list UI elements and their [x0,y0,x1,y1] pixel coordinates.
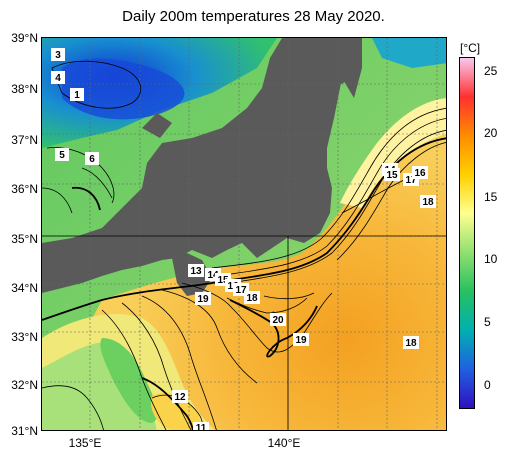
svg-text:13: 13 [190,266,202,277]
lat-label-39: 39°N [11,31,38,45]
lat-label-37: 37°N [11,133,38,147]
thick-contour-20 [229,299,318,358]
contour-label-13: 13 [188,264,204,277]
thick-contour-15 [42,137,446,321]
contour-label-16b: 16 [412,166,428,179]
colorbar-tick-5: 5 [484,315,491,329]
lat-label-32: 32°N [11,378,38,392]
lon-label-140: 140°E [267,436,301,450]
front-band-east [340,98,446,208]
contour-label-3: 3 [51,48,65,61]
colorbar-tick-25: 25 [484,64,498,78]
svg-text:18: 18 [422,197,434,208]
contour-label-20: 20 [270,313,286,326]
lat-label-38: 38°N [11,82,38,96]
svg-text:12: 12 [174,392,186,403]
warm-eddy-south [151,393,201,430]
svg-text:19: 19 [197,294,209,305]
colorbar-tick-0: 0 [484,378,491,392]
contour-label-1: 1 [70,88,84,101]
lat-label-33: 33°N [11,330,38,344]
contour-label-19b: 19 [293,333,309,346]
landmass-north [292,38,362,98]
lat-label-34: 34°N [11,281,38,295]
cold-eddy-south [100,338,158,423]
svg-text:11: 11 [196,423,207,431]
contour-lines [42,60,446,430]
contour-label-4: 4 [51,71,65,84]
peninsula-noto [142,113,172,138]
map-title: Daily 200m temperatures 28 May 2020. [122,8,385,25]
warm-water-region [82,98,446,430]
contour-label-15b: 15 [384,168,400,181]
contour-label-19: 19 [195,292,211,305]
lat-label-31: 31°N [11,424,38,438]
svg-text:5: 5 [59,150,65,161]
svg-text:6: 6 [89,154,95,165]
colorbar [459,57,475,409]
lat-label-36: 36°N [11,182,38,196]
svg-text:15: 15 [217,275,229,286]
contour-label-12: 12 [172,390,188,403]
svg-text:18: 18 [246,293,258,304]
contour-label-11: 11 [193,422,209,431]
svg-text:14: 14 [207,270,219,281]
svg-text:1: 1 [74,90,80,101]
cold-core [62,58,185,120]
svg-text:18: 18 [405,338,417,349]
contour-label-6: 6 [85,152,99,165]
grid-lines [42,38,446,430]
colorbar-tick-10: 10 [484,252,498,266]
cold-water-ne [372,38,446,68]
lon-label-135: 135°E [68,436,102,450]
contour-label-18c: 18 [420,195,436,208]
svg-text:17: 17 [405,175,417,186]
contour-label-18b: 18 [403,336,419,349]
contour-label-5: 5 [55,148,69,161]
svg-text:17: 17 [235,285,247,296]
landmass-honshu [42,38,342,293]
contour-label-group: 3 4 1 5 6 13 14 15 16 17 18 19 20 19 18 … [51,48,436,431]
svg-text:15: 15 [386,170,398,181]
temperature-map: 3 4 1 5 6 13 14 15 16 17 18 19 20 19 18 … [41,37,447,431]
colorbar-unit: [°C] [460,41,481,55]
thick-contour-10 [141,377,194,430]
contour-label-18: 18 [244,291,260,304]
lat-label-35: 35°N [11,232,38,246]
svg-text:4: 4 [55,73,61,84]
svg-text:20: 20 [272,315,284,326]
island-sado [332,66,348,86]
colorbar-tick-20: 20 [484,126,498,140]
colorbar-tick-15: 15 [484,190,498,204]
thick-contour-5 [71,186,101,211]
svg-text:19: 19 [295,335,307,346]
svg-text:16: 16 [414,168,426,179]
svg-text:3: 3 [55,50,61,61]
